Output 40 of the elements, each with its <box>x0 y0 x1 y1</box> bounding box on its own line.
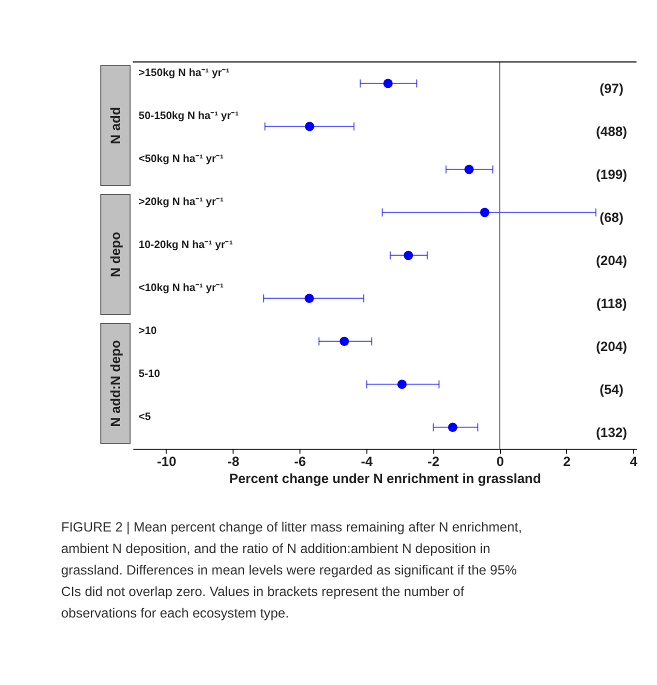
caption: FIGURE 2 | Mean percent change of litter mass remaining after N enrichment, ambient N deposition, and the ratio of N addition:ambient N deposition in grassland. Differences in mean levels were regarded as significant if the 95% CIs did not overlap zero. Values in brackets represent the number of observations for each ecosystem type. <box>61 520 522 620</box>
x-tick-label: 0 <box>496 454 504 470</box>
y-tick-label: <10kg N ha⁻¹ yr⁻¹ <box>138 282 224 294</box>
x-tick-label: 4 <box>630 454 638 470</box>
point <box>383 78 393 88</box>
x-tick-label: -6 <box>294 454 306 470</box>
annotation: (132) <box>596 425 628 440</box>
y-tick-label: >10 <box>138 324 157 337</box>
point <box>404 250 414 260</box>
annotation: (488) <box>596 124 628 140</box>
annotation: (54) <box>600 382 624 398</box>
y-tick-label: 5-10 <box>138 368 160 380</box>
x-tick-label: -8 <box>227 454 240 470</box>
y-tick-label: >20kg N ha⁻¹ yr⁻¹ <box>138 196 224 208</box>
text: N depo <box>108 232 123 278</box>
text: N add:N depo <box>108 340 123 427</box>
x-axis-title: Percent change under N enrichment in grassland <box>229 471 542 486</box>
annotation: (97) <box>600 81 624 96</box>
point <box>480 208 490 218</box>
point <box>464 164 474 174</box>
point <box>448 422 458 432</box>
y-tick-label: <5 <box>138 410 151 423</box>
point <box>397 380 407 390</box>
y-tick-label: 50-150kg N ha⁻¹ yr⁻¹ <box>138 110 240 122</box>
text: N add <box>108 106 123 144</box>
x-tick-label: 2 <box>563 454 571 470</box>
x-tick-label: -4 <box>360 454 374 470</box>
y-tick-label: >150kg N ha⁻¹ yr⁻¹ <box>138 66 230 79</box>
y-tick-label: 10-20kg N ha⁻¹ yr⁻¹ <box>138 238 234 251</box>
annotation: (199) <box>596 167 628 182</box>
x-tick-label: -2 <box>428 454 440 470</box>
annotation: (204) <box>596 339 628 354</box>
annotation: (118) <box>596 296 627 312</box>
y-tick-label: <50kg N ha⁻¹ yr⁻¹ <box>138 152 224 165</box>
annotation: (204) <box>596 253 628 268</box>
point <box>340 336 349 346</box>
point <box>304 122 314 132</box>
x-tick-label: -10 <box>156 454 176 470</box>
annotation: (68) <box>600 210 624 226</box>
point <box>304 294 314 304</box>
